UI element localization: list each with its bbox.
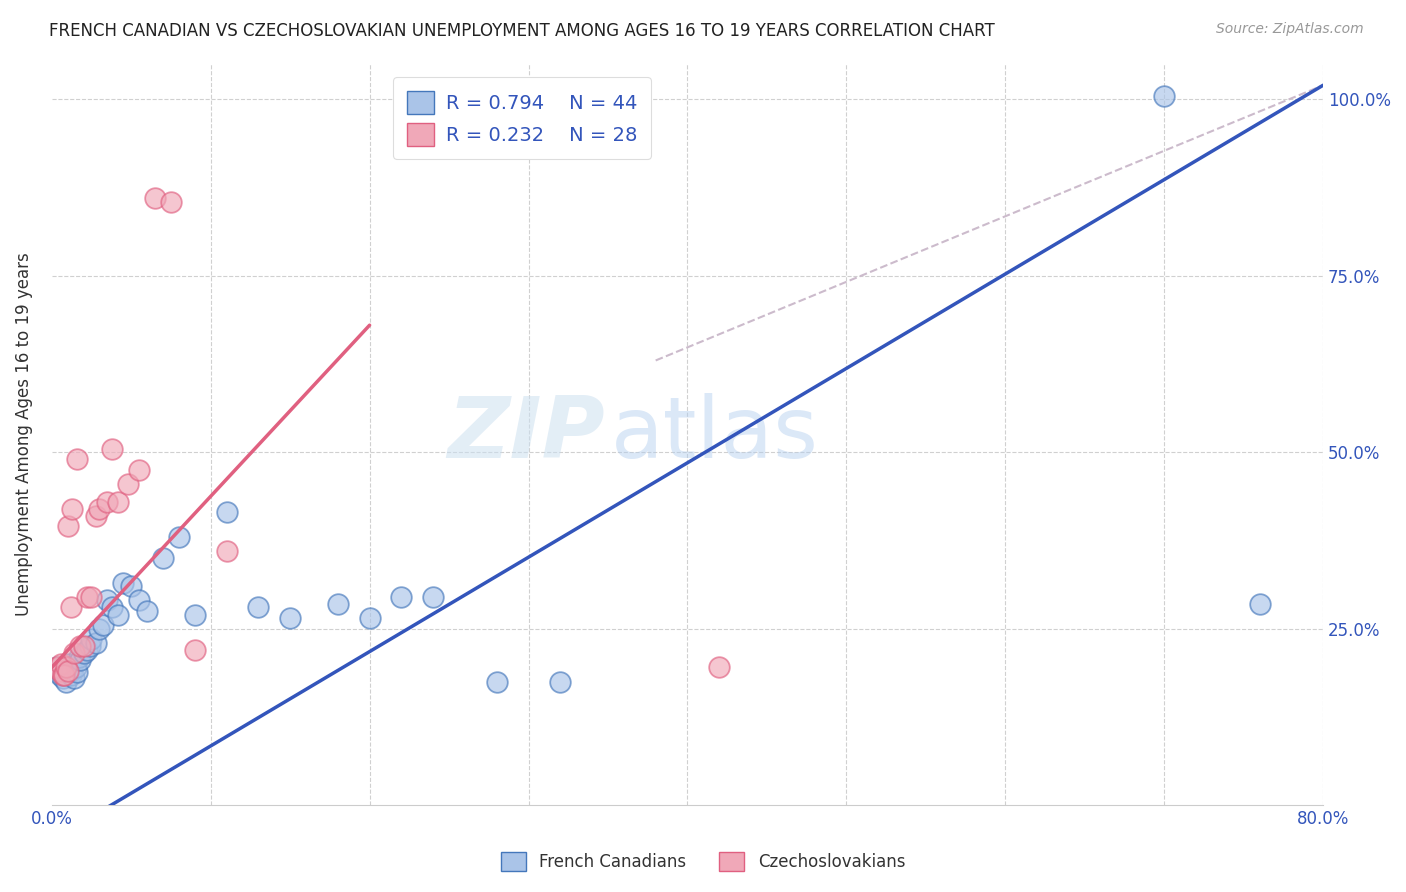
Point	[56, 660, 79, 674]
Point	[152, 551, 174, 566]
Point	[76, 642, 98, 657]
Text: FRENCH CANADIAN VS CZECHOSLOVAKIAN UNEMPLOYMENT AMONG AGES 16 TO 19 YEARS CORREL: FRENCH CANADIAN VS CZECHOSLOVAKIAN UNEMP…	[49, 22, 995, 40]
Point	[63, 646, 86, 660]
Legend: R = 0.794    N = 44, R = 0.232    N = 28: R = 0.794 N = 44, R = 0.232 N = 28	[394, 78, 651, 160]
Point	[55, 674, 77, 689]
Point	[51, 657, 73, 671]
Point	[485, 674, 508, 689]
Point	[59, 600, 82, 615]
Point	[67, 649, 90, 664]
Text: ZIP: ZIP	[447, 393, 605, 476]
Point	[96, 593, 118, 607]
Point	[69, 640, 91, 654]
Point	[89, 622, 111, 636]
Point	[184, 607, 207, 622]
Point	[65, 660, 87, 674]
Point	[160, 194, 183, 209]
Point	[79, 640, 101, 654]
Text: Source: ZipAtlas.com: Source: ZipAtlas.com	[1216, 22, 1364, 37]
Point	[66, 665, 89, 680]
Point	[101, 442, 124, 456]
Point	[247, 600, 270, 615]
Point	[56, 664, 79, 678]
Point	[62, 663, 84, 677]
Point	[48, 667, 70, 681]
Point	[56, 519, 79, 533]
Point	[278, 611, 301, 625]
Point	[96, 494, 118, 508]
Point	[69, 653, 91, 667]
Point	[52, 671, 75, 685]
Point	[55, 660, 77, 674]
Point	[80, 632, 103, 647]
Text: atlas: atlas	[612, 393, 820, 476]
Point	[143, 191, 166, 205]
Legend: French Canadians, Czechoslovakians: French Canadians, Czechoslovakians	[492, 843, 914, 880]
Point	[45, 660, 67, 674]
Point	[120, 579, 142, 593]
Point	[359, 611, 381, 625]
Point	[128, 593, 150, 607]
Point	[128, 463, 150, 477]
Point	[52, 667, 75, 681]
Point	[389, 590, 412, 604]
Point	[72, 646, 94, 660]
Point	[1153, 88, 1175, 103]
Point	[48, 664, 70, 678]
Y-axis label: Unemployment Among Ages 16 to 19 years: Unemployment Among Ages 16 to 19 years	[15, 252, 32, 616]
Point	[709, 660, 731, 674]
Point	[76, 590, 98, 604]
Point	[62, 501, 84, 516]
Point	[45, 660, 67, 674]
Point	[53, 667, 76, 681]
Point	[215, 544, 238, 558]
Point	[184, 642, 207, 657]
Point	[72, 640, 94, 654]
Point	[215, 505, 238, 519]
Point	[59, 667, 82, 681]
Point	[53, 667, 76, 681]
Point	[84, 636, 107, 650]
Point	[1249, 597, 1271, 611]
Point	[107, 607, 129, 622]
Point	[56, 657, 79, 671]
Point	[117, 477, 139, 491]
Point	[80, 590, 103, 604]
Point	[89, 501, 111, 516]
Point	[550, 674, 572, 689]
Point	[91, 618, 114, 632]
Point	[84, 508, 107, 523]
Point	[63, 671, 86, 685]
Point	[326, 597, 349, 611]
Point	[58, 665, 80, 680]
Point	[66, 452, 89, 467]
Point	[112, 575, 135, 590]
Point	[101, 600, 124, 615]
Point	[107, 494, 129, 508]
Point	[167, 530, 190, 544]
Point	[422, 590, 444, 604]
Point	[48, 664, 70, 678]
Point	[136, 604, 159, 618]
